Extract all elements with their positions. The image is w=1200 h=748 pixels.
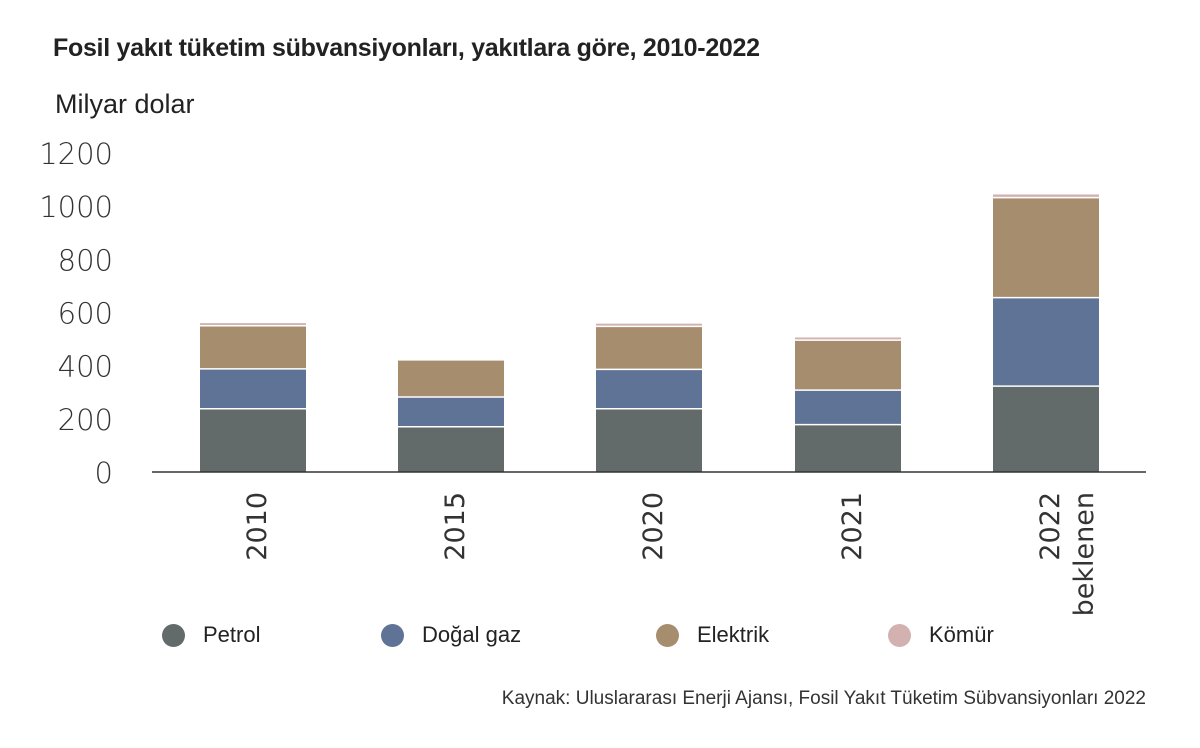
bar-segment-komur bbox=[200, 323, 306, 326]
bar-segment-elektrik bbox=[200, 325, 306, 369]
legend-item-komur: Kömür bbox=[888, 622, 994, 648]
y-tick-label: 800 bbox=[58, 243, 113, 277]
legend-label-komur: Kömür bbox=[929, 622, 994, 647]
x-tick-label: 2015 bbox=[440, 492, 471, 561]
bar-segment-elektrik bbox=[795, 340, 901, 391]
bar-segment-dogal-gaz bbox=[795, 390, 901, 425]
bar-segment-komur bbox=[795, 337, 901, 341]
legend-item-dogal-gaz: Doğal gaz bbox=[381, 622, 521, 648]
x-tick-label: 2022 bbox=[1035, 492, 1066, 561]
bar-segment-petrol bbox=[596, 408, 702, 472]
y-tick-label: 1200 bbox=[39, 137, 113, 171]
legend-swatch-petrol bbox=[162, 623, 185, 647]
y-tick-label: 600 bbox=[58, 297, 113, 331]
x-tick-label: 2020 bbox=[638, 492, 669, 561]
legend-swatch-komur bbox=[888, 623, 911, 647]
chart-title: Fosil yakıt tüketim sübvansiyonları, yak… bbox=[53, 34, 760, 62]
bar-segment-petrol bbox=[993, 386, 1099, 472]
y-tick-label: 0 bbox=[95, 456, 113, 490]
legend-label-elektrik: Elektrik bbox=[697, 622, 770, 647]
y-axis-unit-label: Milyar dolar bbox=[55, 89, 195, 119]
bar-segment-petrol bbox=[795, 424, 901, 472]
x-tick-label: beklenen bbox=[1069, 492, 1100, 616]
legend-swatch-dogal-gaz bbox=[381, 623, 404, 647]
legend-label-petrol: Petrol bbox=[203, 622, 261, 647]
bar-segment-komur bbox=[596, 323, 702, 327]
source-note: Kaynak: Uluslararası Enerji Ajansı, Fosi… bbox=[501, 688, 1146, 709]
x-tick-label: 2010 bbox=[242, 492, 273, 561]
bar-segment-petrol bbox=[398, 426, 504, 472]
bar-segment-komur bbox=[993, 194, 1099, 198]
bar-segment-dogal-gaz bbox=[596, 369, 702, 409]
bar-segment-petrol bbox=[200, 408, 306, 472]
y-tick-label: 200 bbox=[58, 403, 113, 437]
chart-plot: 0 200 400 600 800 1000 1200 2010 2015 2020 2021 202… bbox=[39, 137, 1146, 616]
y-tick-label: 400 bbox=[58, 350, 113, 384]
bar-segment-dogal-gaz bbox=[993, 297, 1099, 387]
bar-segment-dogal-gaz bbox=[398, 397, 504, 427]
legend-item-petrol: Petrol bbox=[162, 622, 260, 648]
legend-label-dogal-gaz: Doğal gaz bbox=[422, 622, 522, 647]
y-tick-label: 1000 bbox=[39, 190, 113, 224]
legend-item-elektrik: Elektrik bbox=[656, 622, 769, 648]
bar-segment-elektrik bbox=[993, 197, 1099, 298]
x-tick-label: 2021 bbox=[837, 492, 868, 561]
bar-segment-elektrik bbox=[398, 360, 504, 398]
bar-segment-dogal-gaz bbox=[200, 368, 306, 409]
bar-segment-elektrik bbox=[596, 326, 702, 370]
legend-swatch-elektrik bbox=[656, 623, 679, 647]
